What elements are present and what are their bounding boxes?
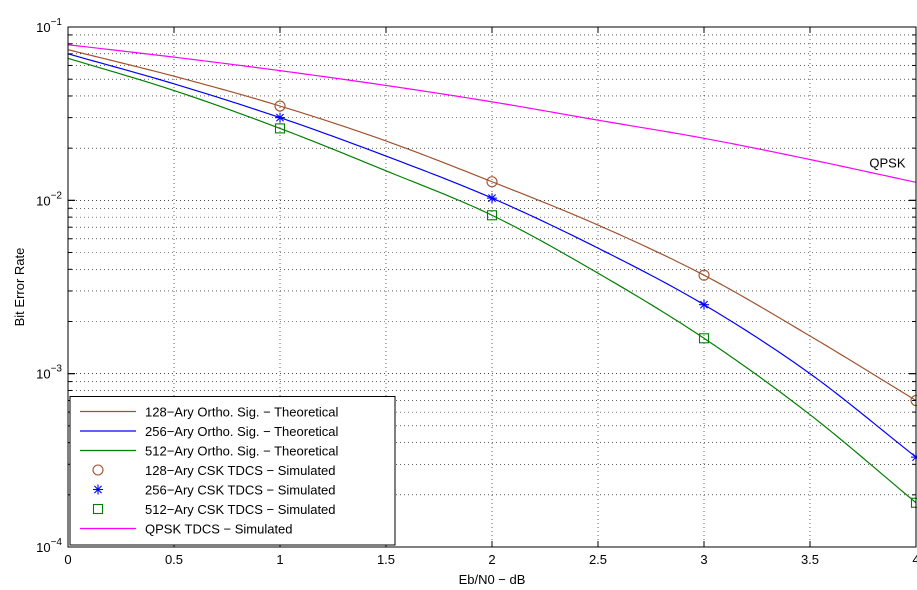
x-tick-label: 1.5 bbox=[377, 552, 395, 567]
legend-entry-label: 256−Ary Ortho. Sig. − Theoretical bbox=[145, 424, 339, 439]
y-tick-label: 10−2 bbox=[36, 190, 62, 208]
series-line-0 bbox=[67, 49, 917, 402]
data-point-star bbox=[487, 193, 497, 204]
series-line-6 bbox=[67, 44, 917, 183]
data-point-square bbox=[698, 333, 710, 344]
x-tick-label: 3 bbox=[700, 552, 707, 567]
data-point-square bbox=[274, 123, 286, 134]
x-axis-title: Eb/N0 − dB bbox=[459, 572, 526, 587]
data-point-star bbox=[275, 112, 285, 123]
legend-entry-label: 128−Ary Ortho. Sig. − Theoretical bbox=[145, 405, 339, 420]
x-tick-labels: 0 0.5 1 1.5 2 2.5 3 3.5 4 bbox=[64, 552, 917, 567]
x-tick-label: 4 bbox=[912, 552, 917, 567]
legend-box bbox=[69, 396, 396, 546]
legend-entry-label: QPSK TDCS − Simulated bbox=[145, 522, 293, 537]
x-tick-label: 2.5 bbox=[589, 552, 607, 567]
y-axis-title: Bit Error Rate bbox=[12, 248, 27, 327]
x-tick-label: 3.5 bbox=[801, 552, 819, 567]
y-tick-label: 10−3 bbox=[36, 364, 62, 382]
x-tick-label: 2 bbox=[488, 552, 495, 567]
x-tick-label: 1 bbox=[276, 552, 283, 567]
legend-entry-label: 512−Ary Ortho. Sig. − Theoretical bbox=[145, 444, 339, 459]
x-tick-label: 0 bbox=[64, 552, 71, 567]
data-point-circle bbox=[486, 176, 498, 188]
legend-swatch-circle bbox=[92, 464, 104, 476]
axis-ticks bbox=[67, 26, 917, 548]
legend-entry-label: 128−Ary CSK TDCS − Simulated bbox=[145, 463, 336, 478]
y-tick-label: 10−1 bbox=[36, 17, 62, 35]
legend: 128−Ary Ortho. Sig. − Theoretical 256−Ary… bbox=[69, 396, 396, 546]
data-point-star bbox=[699, 299, 709, 310]
data-point-circle bbox=[274, 100, 286, 112]
y-tick-label: 10−4 bbox=[36, 537, 62, 555]
legend-swatch-star bbox=[93, 484, 103, 495]
annotation-label: QPSK bbox=[869, 155, 905, 170]
legend-entry-label: 256−Ary CSK TDCS − Simulated bbox=[145, 483, 336, 498]
data-point-square bbox=[486, 210, 498, 221]
y-tick-labels: 10−4 10−3 10−2 10−1 bbox=[36, 17, 62, 555]
legend-swatch-square bbox=[92, 503, 104, 515]
series-line-2 bbox=[67, 57, 917, 504]
x-tick-label: 0.5 bbox=[165, 552, 183, 567]
annotations: QPSK bbox=[869, 155, 905, 170]
legend-entry-label: 512−Ary CSK TDCS − Simulated bbox=[145, 502, 336, 517]
data-point-circle bbox=[698, 269, 710, 281]
